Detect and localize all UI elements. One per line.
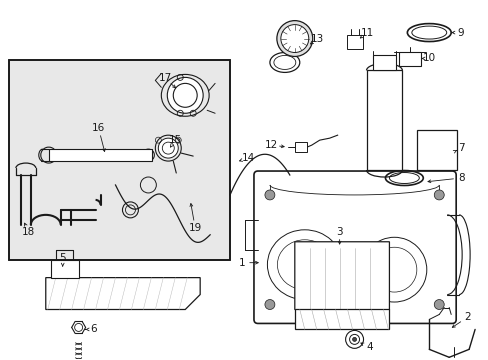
Bar [51, 260, 79, 278]
Text: 12: 12 [264, 140, 278, 150]
Text: 4: 4 [366, 342, 372, 352]
Circle shape [349, 334, 359, 345]
Text: 19: 19 [188, 223, 202, 233]
Bar [346, 35, 362, 49]
Polygon shape [294, 310, 388, 329]
Circle shape [264, 190, 274, 200]
Circle shape [280, 24, 308, 53]
Bar [399, 53, 421, 67]
Circle shape [433, 190, 443, 200]
Circle shape [158, 138, 178, 158]
Bar [9, 60, 229, 260]
Text: 2: 2 [463, 312, 469, 323]
Text: 6: 6 [90, 324, 97, 334]
Text: 18: 18 [22, 227, 36, 237]
FancyBboxPatch shape [253, 171, 455, 323]
Circle shape [433, 300, 443, 310]
Text: 7: 7 [457, 143, 464, 153]
Circle shape [167, 77, 203, 113]
Circle shape [345, 330, 363, 348]
Text: 16: 16 [92, 123, 105, 133]
Text: 1: 1 [238, 258, 245, 268]
Bar [366, 71, 402, 170]
Text: 10: 10 [422, 54, 435, 63]
Text: 14: 14 [241, 153, 254, 163]
Text: 9: 9 [457, 28, 464, 37]
Text: 5: 5 [59, 253, 66, 263]
Text: 8: 8 [457, 173, 464, 183]
Text: 3: 3 [336, 227, 342, 237]
Bar [294, 142, 306, 152]
Text: 11: 11 [360, 28, 373, 37]
Text: 17: 17 [159, 73, 172, 84]
Circle shape [264, 300, 274, 310]
Circle shape [352, 337, 356, 341]
Bar [9, 60, 229, 260]
Text: 13: 13 [310, 33, 324, 44]
Circle shape [276, 21, 312, 57]
Bar [372, 55, 396, 71]
Text: 15: 15 [168, 135, 182, 145]
Polygon shape [46, 278, 200, 310]
Bar [49, 149, 152, 161]
Bar [416, 130, 456, 170]
Polygon shape [294, 242, 388, 324]
